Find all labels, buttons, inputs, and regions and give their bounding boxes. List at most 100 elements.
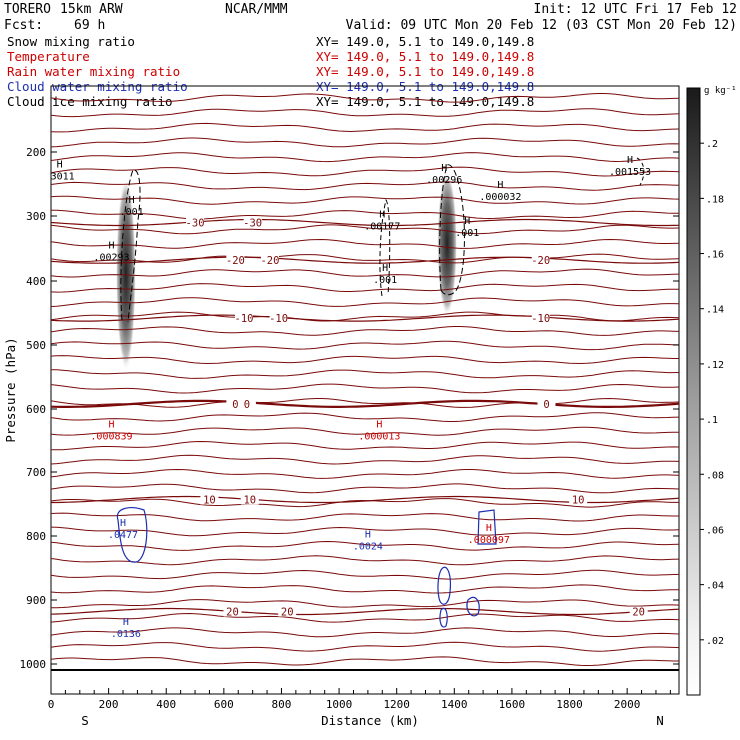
isotherm-label-bg--30-0 bbox=[186, 217, 205, 228]
x-tick-label-1600: 1600 bbox=[499, 698, 526, 711]
x-tick-label-800: 800 bbox=[272, 698, 292, 711]
isotherm-label-bg-20-1 bbox=[278, 606, 297, 617]
y-tick-label-300: 300 bbox=[26, 210, 46, 223]
isotherm-line-6 bbox=[51, 181, 679, 191]
isotherm-0 bbox=[51, 399, 679, 408]
isotherm-line-8 bbox=[51, 209, 679, 220]
cloudwater-contour-center-low bbox=[439, 607, 448, 628]
isotherm-line-30 bbox=[51, 526, 679, 537]
isotherm-line-34 bbox=[51, 584, 679, 594]
isotherm-line-25 bbox=[51, 454, 679, 465]
isotherm-line-12 bbox=[51, 268, 679, 278]
isotherm-label-bg--10-0 bbox=[235, 313, 254, 324]
isotherm-line-11 bbox=[51, 253, 679, 264]
isotherm--20 bbox=[51, 256, 679, 264]
isotherm-line-4 bbox=[51, 152, 679, 163]
y-tick-label-800: 800 bbox=[26, 530, 46, 543]
field-name-snow: Snow mixing ratio bbox=[7, 34, 135, 49]
maximum-h-5: H bbox=[441, 163, 447, 174]
x-tick-label-400: 400 bbox=[156, 698, 176, 711]
isotherm-line-13 bbox=[51, 283, 679, 293]
isotherm-line-10 bbox=[51, 238, 679, 249]
y-tick-label-500: 500 bbox=[26, 339, 46, 352]
isotherm-label-bg--10-1 bbox=[269, 313, 288, 324]
y-tick-label-400: 400 bbox=[26, 275, 46, 288]
maximum-value-0: .00293 bbox=[93, 252, 129, 263]
colorbar-tick-label-4: .1 bbox=[706, 415, 718, 426]
isotherm-line-39 bbox=[51, 656, 679, 667]
isotherm-line-1 bbox=[51, 108, 679, 118]
maximum-h-4: H bbox=[382, 263, 388, 274]
x-axis-north: N bbox=[656, 713, 664, 728]
resolution: 15km ARW bbox=[60, 2, 123, 17]
x-tick-label-1000: 1000 bbox=[326, 698, 353, 711]
field-legend: Snow mixing ratio XY= 149.0, 5.1 to 149.… bbox=[7, 34, 534, 109]
maximum-value-1: .001 bbox=[120, 207, 144, 218]
isotherm-label-bg--30-1 bbox=[243, 217, 262, 228]
isotherm-line-35 bbox=[51, 599, 679, 609]
snow-shading-layer bbox=[115, 171, 458, 371]
y-tick-label-900: 900 bbox=[26, 594, 46, 607]
isotherm-label--20-1: -20 bbox=[260, 255, 279, 267]
snow-contours bbox=[120, 157, 645, 323]
isotherm-label--30-1: -30 bbox=[243, 218, 262, 230]
field-xy-rain: XY= 149.0, 5.1 to 149.0,149.8 bbox=[316, 64, 534, 79]
field-xy-temperature: XY= 149.0, 5.1 to 149.0,149.8 bbox=[316, 49, 534, 64]
isotherm-label-10-0: 10 bbox=[203, 495, 216, 507]
isotherm-line-32 bbox=[51, 555, 679, 566]
maximum-value-5: .00296 bbox=[426, 175, 462, 186]
maximum-h-6: H bbox=[464, 216, 470, 227]
isotherm-label-20-1: 20 bbox=[281, 607, 294, 619]
snow-contour-mid bbox=[379, 198, 391, 297]
isotherm-line-14 bbox=[51, 297, 679, 307]
x-tick-label-600: 600 bbox=[214, 698, 234, 711]
isotherm-line-23 bbox=[51, 426, 679, 436]
isotherm-line-17 bbox=[51, 340, 679, 351]
maximum-value-11: .000097 bbox=[468, 535, 510, 546]
colorbar-unit: g kg⁻¹ bbox=[704, 86, 737, 96]
cloudwater-contour-east bbox=[477, 509, 497, 545]
isotherm-line-33 bbox=[51, 569, 679, 580]
isotherm-line-37 bbox=[51, 627, 679, 638]
maximum-h-9: H bbox=[108, 419, 114, 430]
maximum-h-8: H bbox=[627, 155, 633, 166]
model-name: TORERO bbox=[4, 2, 51, 17]
cloudwater-contour-center bbox=[437, 566, 451, 605]
isotherm-label-bg--20-0 bbox=[226, 255, 245, 266]
cloudwater-contours bbox=[116, 507, 497, 628]
isotherm-line-19 bbox=[51, 369, 679, 379]
field-xy-cloudice: XY= 149.0, 5.1 to 149.0,149.8 bbox=[316, 94, 534, 109]
cloudwater-contour-east-low bbox=[466, 596, 480, 617]
maximum-h-3: H bbox=[379, 210, 385, 221]
isotherm-label-bg-0-0 bbox=[226, 398, 245, 409]
isotherm-line-27 bbox=[51, 483, 679, 494]
field-name-rain: Rain water mixing ratio bbox=[7, 64, 180, 79]
colorbar: g kg⁻¹ .02 .04 .06 .08 .1 .12 .14 .16 .18 .2 bbox=[686, 86, 737, 696]
maximum-h-1: H bbox=[129, 195, 135, 206]
isotherm-line-38 bbox=[51, 641, 679, 652]
snow-contour-east bbox=[636, 157, 645, 186]
isotherm-label--30-0: -30 bbox=[186, 218, 205, 230]
isotherm-label-20-0: 20 bbox=[226, 607, 239, 619]
isotherm-label-bg--10-2 bbox=[531, 313, 550, 324]
isotherm-line-15 bbox=[51, 311, 679, 322]
colorbar-tick-label-5: .12 bbox=[706, 360, 724, 371]
isotherm-label-10-1: 10 bbox=[243, 495, 256, 507]
isotherm-label--10-0: -10 bbox=[235, 313, 254, 325]
maximum-value-14: .0136 bbox=[111, 629, 141, 640]
cloudwater-contour-west bbox=[116, 507, 148, 563]
y-tick-label-700: 700 bbox=[26, 466, 46, 479]
field-name-cloudice: Cloud ice mixing ratio bbox=[7, 94, 173, 109]
isotherm-label-0-2: 0 bbox=[543, 399, 549, 411]
isotherm-line-16 bbox=[51, 326, 679, 336]
maximum-value-7: .000032 bbox=[479, 192, 521, 203]
isotherm-label-bg-0-2 bbox=[537, 398, 556, 409]
isotherm-label-bg-10-1 bbox=[240, 494, 259, 505]
init-time: Init: 12 UTC Fri 17 Feb 12 bbox=[534, 2, 738, 17]
colorbar-tick-label-2: .06 bbox=[706, 525, 724, 536]
maximum-value-4: .001 bbox=[373, 275, 397, 286]
isotherm-label-0-1: 0 bbox=[244, 399, 250, 411]
